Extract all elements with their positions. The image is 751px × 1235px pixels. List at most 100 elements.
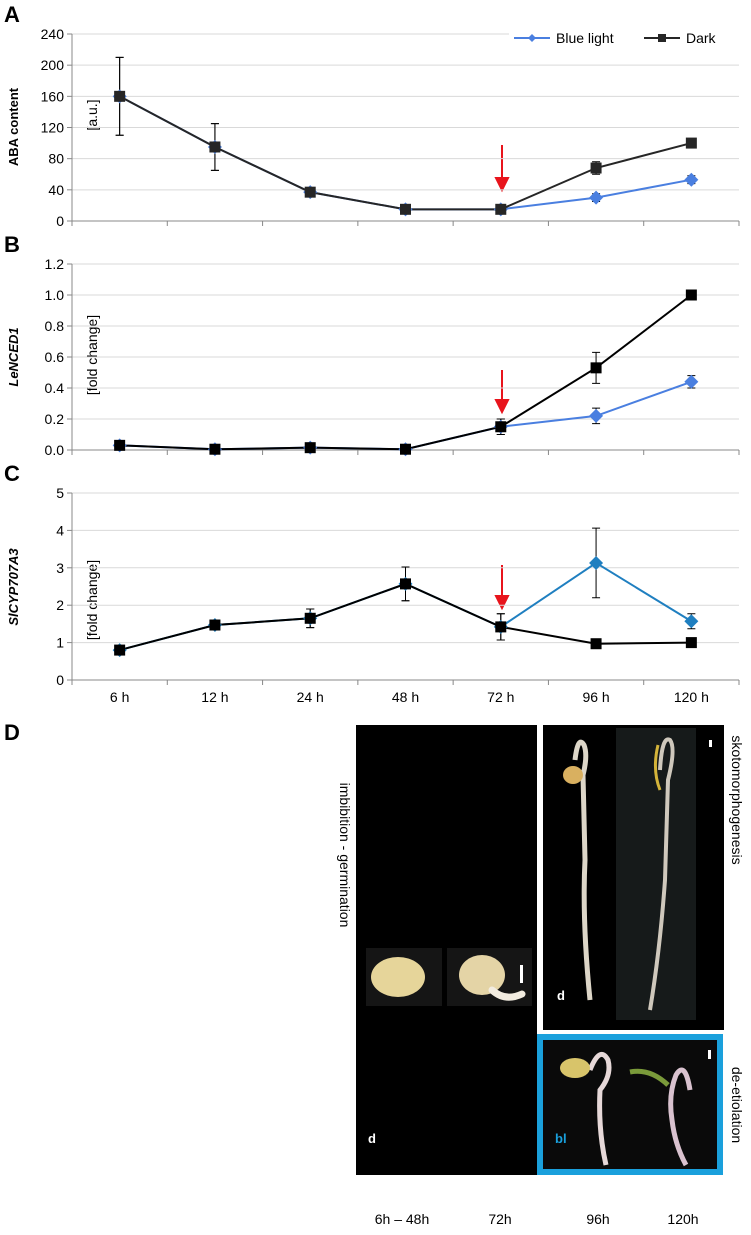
time-label: 72h bbox=[488, 1211, 511, 1227]
marker bbox=[304, 442, 316, 454]
scale-bar bbox=[709, 740, 712, 747]
marker bbox=[590, 362, 602, 374]
seedling bbox=[572, 739, 593, 1001]
stage-label: skotomorphogenesis bbox=[729, 735, 745, 864]
marker bbox=[590, 162, 602, 174]
legend-marker bbox=[528, 34, 536, 42]
scale-bar bbox=[520, 965, 523, 983]
x-tick-label: 72 h bbox=[487, 689, 514, 705]
y-tick-label: 4 bbox=[56, 522, 64, 538]
scale-bar bbox=[708, 1050, 711, 1059]
marker bbox=[114, 644, 126, 656]
seedling bbox=[648, 737, 675, 1011]
legend-marker bbox=[658, 34, 666, 42]
legend-label: Blue light bbox=[556, 30, 614, 46]
y-tick-label: 120 bbox=[41, 120, 65, 136]
marker bbox=[589, 555, 604, 570]
marker bbox=[114, 90, 126, 102]
seedling bbox=[587, 1051, 612, 1166]
cotyledon bbox=[653, 744, 662, 791]
marker bbox=[589, 190, 604, 205]
marker bbox=[209, 619, 221, 631]
y-tick-label: 0 bbox=[56, 672, 64, 688]
x-tick-label: 96 h bbox=[582, 689, 609, 705]
arrows bbox=[494, 145, 510, 611]
panel-letter: C bbox=[4, 461, 20, 486]
y-tick-label: 5 bbox=[56, 485, 64, 501]
arrow-head bbox=[494, 177, 510, 193]
panel-letter: A bbox=[4, 2, 20, 27]
marker bbox=[114, 439, 126, 451]
y-tick-label: 240 bbox=[41, 26, 65, 42]
marker bbox=[684, 374, 699, 389]
marker bbox=[590, 638, 602, 650]
condition-label: d bbox=[368, 1131, 376, 1146]
time-label: 6h – 48h bbox=[375, 1211, 430, 1227]
y-tick-label: 1.0 bbox=[45, 287, 65, 303]
unit-label: [a.u.] bbox=[84, 99, 100, 130]
marker bbox=[209, 141, 221, 153]
y-tick-label: 1 bbox=[56, 635, 64, 651]
series-line bbox=[119, 95, 692, 211]
series-line bbox=[119, 95, 692, 211]
seed bbox=[563, 766, 583, 784]
marker bbox=[589, 408, 604, 423]
x-tick-label: 120 h bbox=[674, 689, 709, 705]
y-tick-label: 40 bbox=[48, 182, 64, 198]
x-tick-label: 6 h bbox=[110, 689, 129, 705]
y-tick-label: 200 bbox=[41, 57, 65, 73]
condition-label: d bbox=[557, 988, 565, 1003]
y-tick-label: 3 bbox=[56, 560, 64, 576]
y-tick-label: 80 bbox=[48, 151, 64, 167]
cotyledon bbox=[629, 1068, 670, 1087]
series-line bbox=[119, 380, 692, 451]
y-tick-label: 0.8 bbox=[45, 318, 65, 334]
seedling bbox=[668, 1067, 693, 1167]
photo-bottom bbox=[537, 1034, 723, 1175]
y-axis-title: SlCYP707A3 bbox=[6, 548, 21, 626]
y-tick-label: 0.4 bbox=[45, 380, 65, 396]
y-tick-label: 0.0 bbox=[45, 442, 65, 458]
y-tick-label: 0 bbox=[56, 213, 64, 229]
unit-label: [fold change] bbox=[84, 315, 100, 395]
x-tick-label: 12 h bbox=[201, 689, 228, 705]
y-tick-label: 1.2 bbox=[45, 256, 65, 272]
panel-letter: D bbox=[4, 720, 20, 745]
stage-label: imbibition - germination bbox=[337, 783, 353, 928]
x-tick-label: 24 h bbox=[297, 689, 324, 705]
stage-label: de-etiolation bbox=[729, 1067, 745, 1143]
marker bbox=[495, 421, 507, 433]
y-axis-title: ABA content bbox=[6, 87, 21, 166]
panel-letter: B bbox=[4, 232, 20, 257]
unit-label: [fold change] bbox=[84, 560, 100, 640]
x-tick-label: 48 h bbox=[392, 689, 419, 705]
seed bbox=[560, 1058, 590, 1078]
seed bbox=[371, 957, 425, 997]
marker bbox=[684, 614, 699, 629]
time-label: 120h bbox=[667, 1211, 698, 1227]
y-axis-title: LeNCED1 bbox=[6, 327, 21, 386]
y-tick-label: 2 bbox=[56, 597, 64, 613]
condition-label: bl bbox=[555, 1131, 567, 1146]
series-line bbox=[119, 294, 692, 451]
marker bbox=[684, 172, 699, 187]
marker bbox=[304, 186, 316, 198]
y-tick-label: 160 bbox=[41, 88, 65, 104]
y-tick-label: 0.2 bbox=[45, 411, 65, 427]
radicle bbox=[488, 986, 526, 1001]
seed bbox=[459, 955, 505, 995]
marker bbox=[400, 578, 411, 590]
marker bbox=[304, 612, 316, 624]
arrow-head bbox=[494, 399, 510, 415]
time-label: 96h bbox=[586, 1211, 609, 1227]
marker bbox=[685, 137, 697, 149]
y-tick-label: 0.6 bbox=[45, 349, 65, 365]
marker bbox=[400, 443, 411, 455]
marker bbox=[685, 289, 697, 301]
marker bbox=[495, 203, 507, 215]
marker bbox=[685, 637, 697, 649]
marker bbox=[400, 203, 411, 215]
arrow-head bbox=[494, 595, 510, 611]
marker bbox=[209, 443, 221, 455]
